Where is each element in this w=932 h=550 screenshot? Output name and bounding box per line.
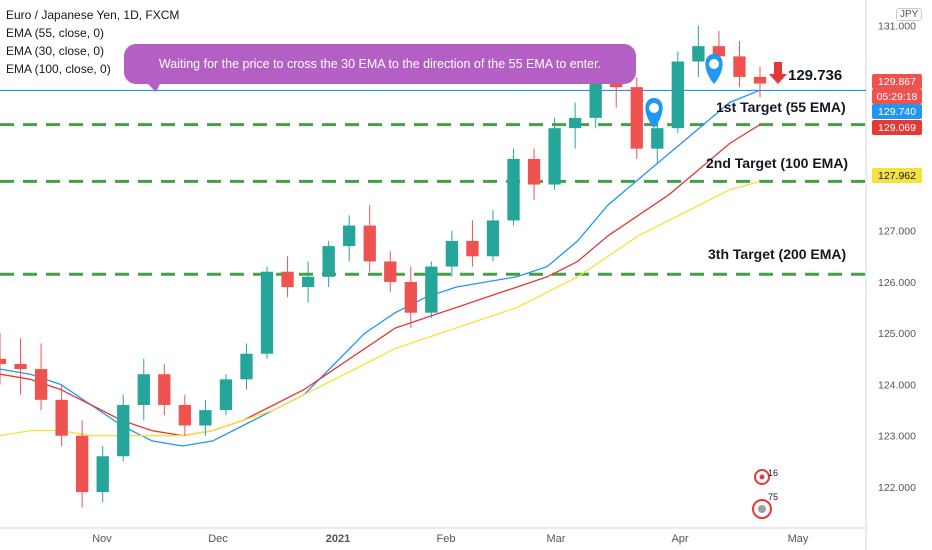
down-arrow-icon xyxy=(769,62,787,84)
candle-body-28 xyxy=(568,117,582,129)
chart-legend: Euro / Japanese Yen, 1D, FXCM EMA (55, c… xyxy=(6,6,179,78)
candle-body-36 xyxy=(733,56,746,77)
ema55-price-tag: 129.069 xyxy=(872,120,922,135)
x-tick-label-0: Nov xyxy=(92,533,112,545)
y-tick-label-2: 126.000 xyxy=(878,277,916,289)
target-label-2: 2nd Target (100 EMA) xyxy=(706,155,849,171)
y-tick-label-3: 125.000 xyxy=(878,328,916,340)
comments-badge-dot xyxy=(758,505,766,513)
candle-body-2 xyxy=(34,369,48,400)
ema100-price-tag: 127.962 xyxy=(872,168,922,183)
countdown-tag: 05:29:18 xyxy=(872,89,922,104)
candle-body-1 xyxy=(14,363,27,370)
candle-body-23 xyxy=(466,240,479,257)
x-tick-label-3: Feb xyxy=(437,533,456,545)
candle-body-15 xyxy=(301,276,315,288)
candle-body-16 xyxy=(322,246,335,277)
y-tick-label-1: 127.000 xyxy=(878,226,916,238)
candle-body-33 xyxy=(671,61,684,129)
ideas-count: 16 xyxy=(768,468,778,478)
candle-body-19 xyxy=(384,261,397,282)
candle-body-21 xyxy=(425,266,438,313)
x-tick-label-5: Apr xyxy=(671,533,688,545)
candle-body-25 xyxy=(507,158,520,221)
candle-body-32 xyxy=(651,128,664,149)
candle-body-7 xyxy=(137,374,150,405)
ideas-badge-dot xyxy=(759,474,765,480)
x-tick-label-6: May xyxy=(788,533,809,545)
current-price-label: 129.736 xyxy=(788,67,843,84)
candle-body-14 xyxy=(281,271,294,288)
candle-body-12 xyxy=(240,353,253,380)
symbol-title: Euro / Japanese Yen, 1D, FXCM xyxy=(6,8,180,22)
candle-body-3 xyxy=(55,399,68,436)
x-tick-label-2: 2021 xyxy=(326,533,350,545)
candle-body-27 xyxy=(548,128,561,185)
annotation-callout[interactable]: Waiting for the price to cross the 30 EM… xyxy=(124,44,636,84)
candle-body-37 xyxy=(753,76,767,84)
comments-count: 75 xyxy=(768,492,778,502)
legend-ema-55[interactable]: EMA (55, close, 0) xyxy=(6,26,105,40)
ema-line-0 xyxy=(0,89,761,447)
y-tick-label-0: 131.000 xyxy=(878,21,916,33)
candle-body-18 xyxy=(363,225,376,262)
candle-body-9 xyxy=(178,404,192,426)
candle-body-24 xyxy=(486,220,500,257)
location-pin-icon-dot xyxy=(709,59,719,69)
candle-body-11 xyxy=(219,379,233,411)
target-label-1: 1st Target (55 EMA) xyxy=(716,99,846,115)
legend-ema-100[interactable]: EMA (100, close, 0) xyxy=(6,62,111,76)
ema-line-2 xyxy=(0,180,761,437)
ema-line-1 xyxy=(0,124,761,437)
candle-body-31 xyxy=(630,87,643,149)
candle-body-20 xyxy=(404,281,417,313)
location-pin-icon-2-dot xyxy=(649,103,659,113)
y-tick-label-4: 124.000 xyxy=(878,379,916,391)
candle-body-8 xyxy=(158,374,171,405)
x-tick-label-1: Dec xyxy=(208,533,228,545)
candle-body-22 xyxy=(445,240,459,267)
candle-body-17 xyxy=(343,225,356,247)
ema30-price-tag: 129.740 xyxy=(872,104,922,119)
currency-badge[interactable]: JPY xyxy=(896,8,923,21)
x-tick-label-4: Mar xyxy=(547,533,566,545)
candle-body-10 xyxy=(199,410,212,426)
y-tick-label-5: 123.000 xyxy=(878,431,916,443)
y-tick-label-6: 122.000 xyxy=(878,482,916,494)
candle-body-34 xyxy=(692,46,705,62)
close-price-tag: 129.867 xyxy=(872,74,922,89)
candle-body-0 xyxy=(0,358,7,364)
callout-pointer xyxy=(148,84,160,92)
target-label-3: 3th Target (200 EMA) xyxy=(708,246,847,262)
candle-body-26 xyxy=(527,158,541,185)
candle-body-5 xyxy=(96,456,109,493)
candle-body-13 xyxy=(260,271,274,354)
candle-body-6 xyxy=(117,404,130,457)
legend-ema-30[interactable]: EMA (30, close, 0) xyxy=(6,44,105,58)
candle-body-4 xyxy=(76,435,89,493)
candle-body-35 xyxy=(712,46,726,57)
